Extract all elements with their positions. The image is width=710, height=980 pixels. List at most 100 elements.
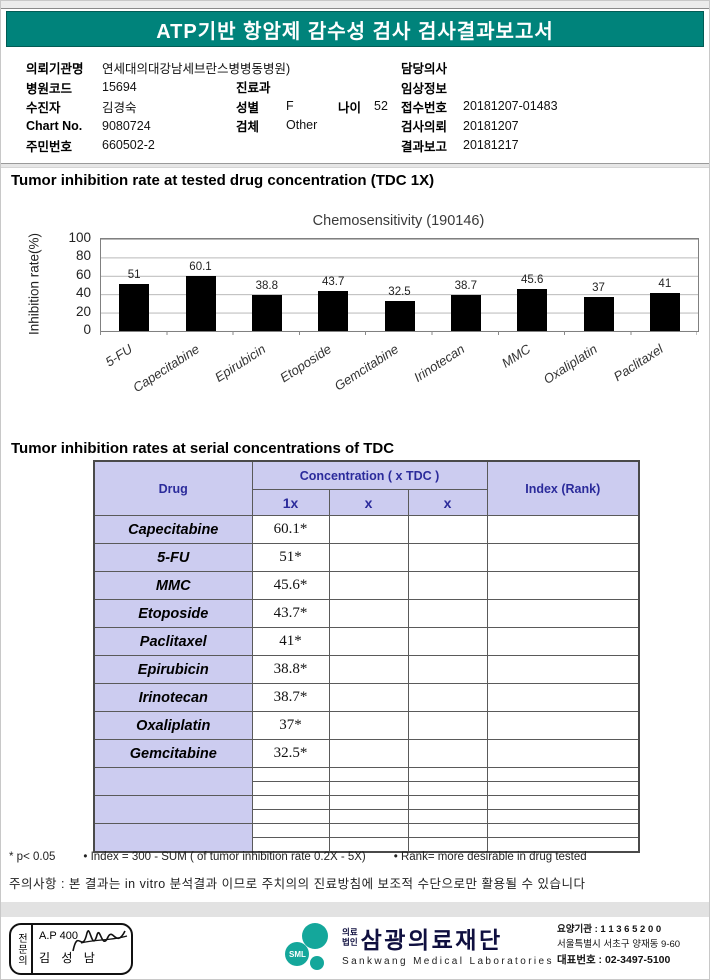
index-rank-cell <box>486 739 640 768</box>
x-axis-label: Epirubicin <box>211 341 268 385</box>
value-cell-x2 <box>328 683 409 712</box>
info-row-patient-name: 수진자 김경숙 <box>26 97 290 116</box>
info-row-chart-no: Chart No. 9080724 <box>26 116 290 135</box>
col-header-index-rank: Index (Rank) <box>486 460 640 516</box>
table-row: Paclitaxel 41* <box>93 627 640 656</box>
field-label: 접수번호 <box>401 100 448 115</box>
value-cell-x2 <box>328 571 409 600</box>
section-divider <box>1 163 709 168</box>
footnote-item: • Rank= more desirable in drug tested <box>393 851 587 863</box>
bar-value-label: 51 <box>127 269 141 282</box>
info-row-hospital-code: 병원코드 15694 <box>26 77 290 96</box>
table-row: Irinotecan 38.7* <box>93 683 640 712</box>
field-label: 나이 <box>338 100 362 115</box>
info-row-resident-id: 주민번호 660502-2 <box>26 136 290 155</box>
bar-value-label: 38.7 <box>454 280 478 293</box>
bar-value-label: 41 <box>658 278 672 291</box>
field-label: 성별 <box>236 100 260 115</box>
bar-value-label: 37 <box>592 281 605 294</box>
organization-name-block: 의료 법인 삼광의료재단 Sankwang Medical Laboratori… <box>342 921 554 967</box>
chart-bar <box>649 293 680 331</box>
empty-value-cell <box>486 823 640 838</box>
empty-value-cell <box>328 767 409 782</box>
value-cell-x3 <box>407 599 488 628</box>
col-header-drug: Drug <box>93 460 253 516</box>
signature-scribble <box>72 930 128 952</box>
stamp-body: A.P 400 김 성 남 <box>33 925 131 973</box>
field-label: 결과보고 <box>401 139 448 154</box>
field-value: 15694 <box>102 80 137 95</box>
chart-plot: 51 60.1 38.8 43.7 32.5 38.7 45.6 37 41 <box>100 238 699 332</box>
drug-name-cell <box>93 767 253 796</box>
chart-bar <box>517 289 548 331</box>
value-cell-x2 <box>328 599 409 628</box>
drug-name-cell: Etoposide <box>93 599 253 628</box>
empty-value-cell <box>251 795 330 810</box>
table-empty-row <box>94 837 640 853</box>
bar-value-label: 60.1 <box>189 260 212 273</box>
info-row-result-reported: 결과보고 20181217 <box>401 136 558 155</box>
empty-value-cell <box>486 837 640 853</box>
x-axis-label: 5-FU <box>102 341 136 370</box>
y-tick-label: 60 <box>75 266 91 282</box>
empty-value-cell <box>251 781 330 796</box>
x-axis-label: Capecitabine <box>129 341 202 396</box>
index-rank-cell <box>486 543 640 572</box>
drug-name-cell: 5-FU <box>93 543 253 572</box>
patient-info-middle: 진료과 성별 F 나이 52 검체 Other <box>236 77 388 135</box>
drug-name-cell: Epirubicin <box>93 655 253 684</box>
field-value: 52 <box>374 99 388 114</box>
value-cell-x3 <box>407 655 488 684</box>
value-cell-x2 <box>328 627 409 656</box>
table-empty-row <box>94 809 640 824</box>
chart-bar <box>185 275 216 331</box>
chart-bar <box>450 295 481 331</box>
value-cell-x3 <box>407 515 488 544</box>
footer-separator <box>1 902 709 917</box>
specialist-stamp: 전문의 A.P 400 김 성 남 <box>9 923 133 975</box>
field-value: 9080724 <box>102 118 151 133</box>
value-cell-x3 <box>407 571 488 600</box>
drug-name-cell: Capecitabine <box>93 515 253 544</box>
report-title: ATP기반 항암제 감수성 검사 검사결과보고서 <box>156 20 554 43</box>
chart-bar <box>119 284 150 331</box>
org-prefix-top: 의료 <box>342 927 358 938</box>
empty-value-cell <box>486 795 640 810</box>
drug-name-cell: Gemcitabine <box>93 739 253 768</box>
field-label: 병원코드 <box>26 81 73 96</box>
x-axis-label: MMC <box>499 341 534 371</box>
empty-value-cell <box>251 767 330 782</box>
field-label: 검체 <box>236 119 260 134</box>
y-tick-label: 20 <box>75 303 91 319</box>
empty-value-cell <box>328 823 409 838</box>
index-rank-cell <box>486 515 640 544</box>
table-empty-row <box>93 795 640 824</box>
y-tick-label: 40 <box>75 285 91 301</box>
empty-value-cell <box>251 809 330 824</box>
value-cell-x3 <box>407 627 488 656</box>
drug-name-cell: Irinotecan <box>93 683 253 712</box>
empty-value-cell <box>486 781 640 796</box>
info-row-specimen: 검체 Other <box>236 116 388 135</box>
contact-block: 요양기관 : 1 1 3 6 5 2 0 0 서울특별시 서초구 양재동 9-60… <box>557 923 680 969</box>
table-row: 5-FU 51* <box>93 543 640 572</box>
drug-name-cell: Oxaliplatin <box>93 711 253 740</box>
x-axis-tick-marks <box>100 331 697 335</box>
field-label: 의뢰기관명 <box>26 62 84 77</box>
organization-logo-block: SML 의료 법인 삼광의료재단 Sankwang Medical Labora… <box>284 921 554 977</box>
chart-bar <box>384 301 415 331</box>
field-label: 임상정보 <box>401 81 448 96</box>
bar-value-label: 45.6 <box>520 274 544 287</box>
field-label: 담당의사 <box>401 62 448 77</box>
chart-bar <box>251 295 282 331</box>
caution-note: 주의사항 : 본 결과는 in vitro 분석결과 이므로 주치의의 진료방침… <box>9 877 586 891</box>
table-row: Capecitabine 60.1* <box>93 515 640 544</box>
empty-value-cell <box>328 809 409 824</box>
field-value: 20181207 <box>463 118 519 133</box>
x-axis-label: Oxaliplatin <box>540 341 600 387</box>
value-cell-1x: 38.8* <box>251 655 330 684</box>
empty-value-cell <box>486 767 640 782</box>
empty-value-cell <box>251 837 330 853</box>
index-rank-cell <box>486 683 640 712</box>
